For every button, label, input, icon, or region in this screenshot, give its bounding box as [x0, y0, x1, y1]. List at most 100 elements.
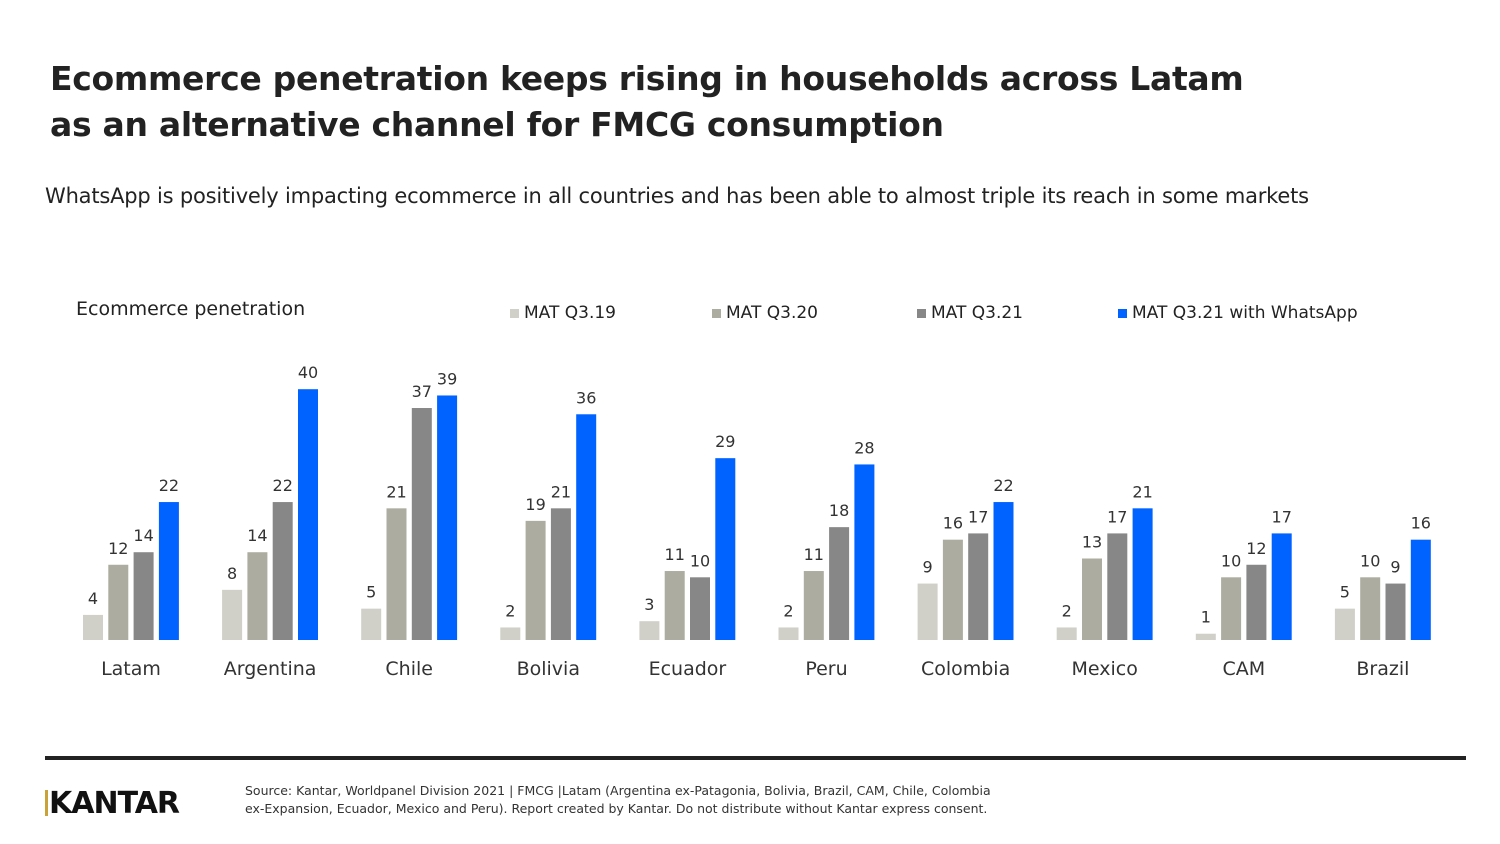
source-note: Source: Kantar, Worldpanel Division 2021…	[245, 782, 991, 818]
data-label: 22	[273, 476, 293, 495]
bar	[525, 520, 546, 640]
title-line-2: as an alternative channel for FMCG consu…	[50, 105, 944, 144]
bar	[803, 571, 824, 640]
data-label: 17	[1107, 507, 1127, 526]
category-label: Ecuador	[649, 658, 727, 680]
bar	[690, 577, 710, 640]
bar	[1195, 633, 1216, 640]
bar	[1360, 577, 1381, 640]
bar	[83, 614, 103, 640]
bar	[639, 621, 660, 640]
data-label: 12	[108, 539, 128, 558]
bar	[854, 464, 875, 640]
data-label: 10	[1221, 551, 1241, 570]
bar	[1385, 583, 1406, 640]
bar	[942, 539, 963, 640]
data-label: 9	[1390, 558, 1400, 577]
data-label: 21	[1132, 482, 1152, 501]
bar	[108, 564, 129, 640]
legend-swatch	[1118, 308, 1127, 318]
bar	[411, 408, 432, 640]
data-label: 21	[386, 482, 406, 501]
data-label: 14	[247, 526, 267, 545]
bar	[298, 389, 318, 640]
legend-label: MAT Q3.21	[931, 303, 1023, 323]
kantar-logo: KANTAR	[45, 786, 180, 821]
legend-label: MAT Q3.21 with WhatsApp	[1132, 303, 1358, 323]
bar	[1132, 508, 1153, 640]
data-label: 10	[1360, 551, 1380, 570]
bar	[1056, 627, 1077, 640]
subtitle: WhatsApp is positively impacting ecommer…	[45, 184, 1309, 208]
data-label: 2	[783, 601, 793, 620]
data-label: 5	[1340, 583, 1350, 602]
bar	[576, 414, 597, 640]
bar	[550, 508, 571, 640]
bar	[437, 395, 458, 640]
data-label: 2	[1062, 601, 1072, 620]
bar	[133, 552, 154, 640]
bar	[1221, 577, 1242, 640]
category-label: Latam	[101, 658, 161, 680]
category-label: Chile	[385, 658, 433, 680]
data-label: 22	[159, 476, 179, 495]
data-label: 14	[133, 526, 153, 545]
bar	[968, 533, 989, 640]
legend-item: MAT Q3.21	[917, 303, 1023, 323]
legend-label: MAT Q3.19	[524, 303, 616, 323]
bar	[829, 527, 850, 640]
bar	[1082, 558, 1102, 640]
data-label: 4	[88, 589, 98, 608]
legend-swatch	[712, 308, 721, 318]
bar	[778, 627, 799, 640]
data-label: 11	[804, 545, 824, 564]
bar	[917, 583, 938, 640]
data-label: 1	[1201, 608, 1211, 627]
data-label: 36	[576, 388, 596, 407]
category-label: Mexico	[1072, 658, 1138, 680]
bar	[993, 502, 1014, 640]
legend-label: MAT Q3.20	[726, 303, 818, 323]
data-label: 17	[1272, 507, 1292, 526]
title-line-1: Ecommerce penetration keeps rising in ho…	[50, 59, 1244, 98]
bar	[1246, 564, 1267, 640]
data-label: 29	[715, 432, 735, 451]
slide-title: Ecommerce penetration keeps rising in ho…	[50, 56, 1244, 148]
bar	[1334, 608, 1355, 640]
data-label: 9	[923, 558, 933, 577]
bar-chart: 4121422Latam8142240Argentina5213739Chile…	[83, 363, 1431, 680]
data-label: 22	[993, 476, 1013, 495]
category-label: Argentina	[224, 658, 317, 680]
bar	[222, 589, 243, 640]
data-label: 39	[437, 369, 457, 388]
legend-swatch	[917, 308, 926, 318]
bar	[664, 571, 685, 640]
data-label: 16	[1411, 514, 1431, 533]
bar	[715, 458, 736, 640]
bar	[1410, 539, 1431, 640]
data-label: 2	[505, 601, 515, 620]
data-label: 28	[854, 438, 874, 457]
legend-swatch	[510, 308, 519, 318]
bar	[1271, 533, 1292, 640]
category-label: Colombia	[921, 658, 1010, 680]
category-label: CAM	[1222, 658, 1265, 680]
data-label: 8	[227, 564, 237, 583]
bar	[500, 627, 521, 640]
bar	[247, 552, 268, 640]
legend-item: MAT Q3.21 with WhatsApp	[1118, 303, 1358, 323]
data-label: 37	[412, 382, 432, 401]
data-label: 17	[968, 507, 988, 526]
category-label: Brazil	[1356, 658, 1409, 680]
chart-title: Ecommerce penetration	[76, 298, 306, 320]
bar	[272, 502, 293, 640]
bar	[386, 508, 407, 640]
source-line-2: ex-Expansion, Ecuador, Mexico and Peru).…	[245, 801, 988, 816]
bar	[361, 608, 382, 640]
data-label: 3	[644, 595, 654, 614]
data-label: 12	[1246, 539, 1266, 558]
data-label: 16	[943, 514, 963, 533]
bar	[1107, 533, 1128, 640]
data-label: 11	[665, 545, 685, 564]
